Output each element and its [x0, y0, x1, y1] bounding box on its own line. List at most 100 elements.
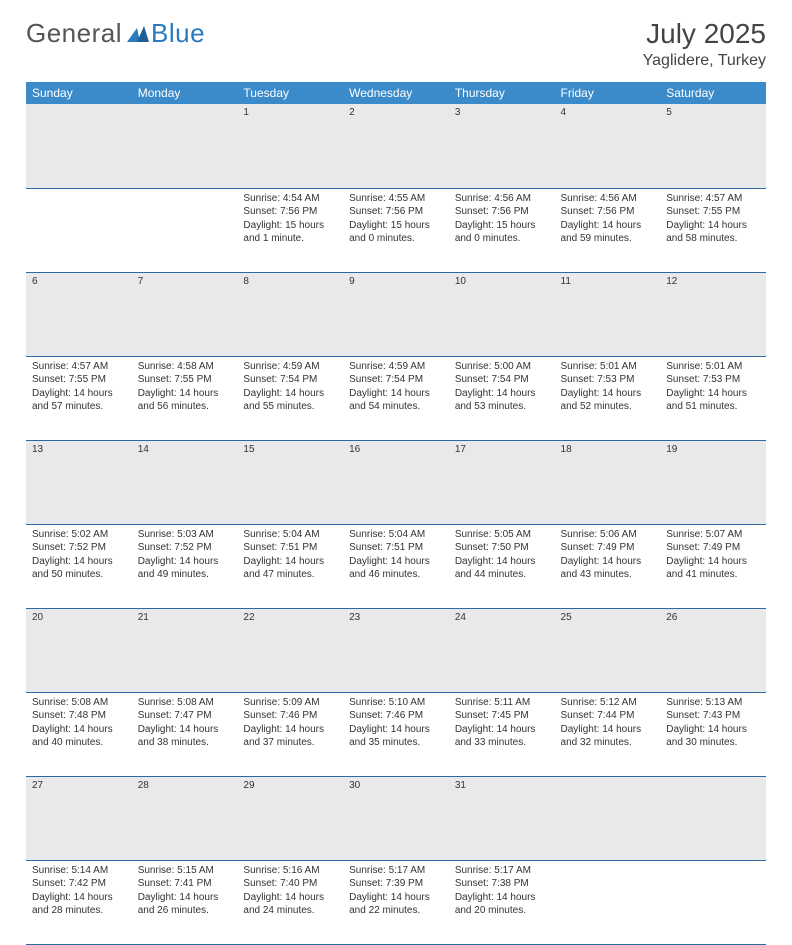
- day-number-cell: 9: [343, 272, 449, 356]
- day-cell-content: Sunrise: 5:17 AMSunset: 7:39 PMDaylight:…: [343, 861, 449, 924]
- day-number-cell: 13: [26, 440, 132, 524]
- day-number-cell: 6: [26, 272, 132, 356]
- day-number-cell: 17: [449, 440, 555, 524]
- day-number-cell: 8: [237, 272, 343, 356]
- weekday-header: Monday: [132, 82, 238, 104]
- day-cell: Sunrise: 5:01 AMSunset: 7:53 PMDaylight:…: [660, 356, 766, 440]
- day-number-cell: 21: [132, 608, 238, 692]
- weekday-header: Tuesday: [237, 82, 343, 104]
- day-body-row: Sunrise: 5:08 AMSunset: 7:48 PMDaylight:…: [26, 692, 766, 776]
- day-number-cell: 16: [343, 440, 449, 524]
- day-cell: Sunrise: 5:04 AMSunset: 7:51 PMDaylight:…: [343, 524, 449, 608]
- day-number-cell: 10: [449, 272, 555, 356]
- day-cell-content: Sunrise: 5:08 AMSunset: 7:47 PMDaylight:…: [132, 693, 238, 756]
- day-body-row: Sunrise: 4:54 AMSunset: 7:56 PMDaylight:…: [26, 188, 766, 272]
- day-number-cell: 15: [237, 440, 343, 524]
- day-cell-content: Sunrise: 5:00 AMSunset: 7:54 PMDaylight:…: [449, 357, 555, 420]
- day-cell: Sunrise: 5:08 AMSunset: 7:47 PMDaylight:…: [132, 692, 238, 776]
- day-number-cell: [555, 776, 661, 860]
- day-cell-content: Sunrise: 5:11 AMSunset: 7:45 PMDaylight:…: [449, 693, 555, 756]
- brand-triangle-icon: [127, 26, 149, 47]
- day-cell: [555, 860, 661, 944]
- day-cell-content: Sunrise: 4:59 AMSunset: 7:54 PMDaylight:…: [237, 357, 343, 420]
- day-number-cell: [26, 104, 132, 188]
- day-cell: Sunrise: 5:01 AMSunset: 7:53 PMDaylight:…: [555, 356, 661, 440]
- day-cell-content: Sunrise: 5:08 AMSunset: 7:48 PMDaylight:…: [26, 693, 132, 756]
- day-cell-content: Sunrise: 5:10 AMSunset: 7:46 PMDaylight:…: [343, 693, 449, 756]
- day-cell: Sunrise: 5:17 AMSunset: 7:39 PMDaylight:…: [343, 860, 449, 944]
- day-cell-content: Sunrise: 5:16 AMSunset: 7:40 PMDaylight:…: [237, 861, 343, 924]
- day-cell: Sunrise: 4:54 AMSunset: 7:56 PMDaylight:…: [237, 188, 343, 272]
- day-number-cell: 19: [660, 440, 766, 524]
- day-cell: [26, 188, 132, 272]
- day-cell-content: Sunrise: 5:07 AMSunset: 7:49 PMDaylight:…: [660, 525, 766, 588]
- brand-text-blue: Blue: [151, 18, 205, 49]
- day-cell: Sunrise: 4:57 AMSunset: 7:55 PMDaylight:…: [26, 356, 132, 440]
- day-cell: Sunrise: 5:03 AMSunset: 7:52 PMDaylight:…: [132, 524, 238, 608]
- day-cell-content: Sunrise: 5:13 AMSunset: 7:43 PMDaylight:…: [660, 693, 766, 756]
- day-number-cell: [132, 104, 238, 188]
- day-cell: Sunrise: 5:02 AMSunset: 7:52 PMDaylight:…: [26, 524, 132, 608]
- weekday-header: Sunday: [26, 82, 132, 104]
- day-number-cell: 26: [660, 608, 766, 692]
- day-cell: Sunrise: 5:00 AMSunset: 7:54 PMDaylight:…: [449, 356, 555, 440]
- day-cell-content: Sunrise: 5:09 AMSunset: 7:46 PMDaylight:…: [237, 693, 343, 756]
- day-cell: Sunrise: 5:14 AMSunset: 7:42 PMDaylight:…: [26, 860, 132, 944]
- day-number-cell: 14: [132, 440, 238, 524]
- brand-text-general: General: [26, 18, 122, 49]
- day-number-cell: 2: [343, 104, 449, 188]
- day-number-row: 12345: [26, 104, 766, 188]
- day-cell: Sunrise: 4:59 AMSunset: 7:54 PMDaylight:…: [343, 356, 449, 440]
- weekday-header: Wednesday: [343, 82, 449, 104]
- day-cell-content: Sunrise: 5:06 AMSunset: 7:49 PMDaylight:…: [555, 525, 661, 588]
- day-cell: Sunrise: 5:07 AMSunset: 7:49 PMDaylight:…: [660, 524, 766, 608]
- day-cell-content: Sunrise: 5:04 AMSunset: 7:51 PMDaylight:…: [237, 525, 343, 588]
- day-cell: Sunrise: 4:56 AMSunset: 7:56 PMDaylight:…: [449, 188, 555, 272]
- day-cell-content: Sunrise: 5:15 AMSunset: 7:41 PMDaylight:…: [132, 861, 238, 924]
- day-cell-content: Sunrise: 4:54 AMSunset: 7:56 PMDaylight:…: [237, 189, 343, 252]
- day-cell-content: Sunrise: 4:56 AMSunset: 7:56 PMDaylight:…: [555, 189, 661, 252]
- day-body-row: Sunrise: 5:02 AMSunset: 7:52 PMDaylight:…: [26, 524, 766, 608]
- day-cell: Sunrise: 5:15 AMSunset: 7:41 PMDaylight:…: [132, 860, 238, 944]
- day-number-cell: 3: [449, 104, 555, 188]
- day-cell-content: Sunrise: 5:17 AMSunset: 7:38 PMDaylight:…: [449, 861, 555, 924]
- day-number-cell: 28: [132, 776, 238, 860]
- day-cell: Sunrise: 5:04 AMSunset: 7:51 PMDaylight:…: [237, 524, 343, 608]
- day-body-row: Sunrise: 4:57 AMSunset: 7:55 PMDaylight:…: [26, 356, 766, 440]
- day-number-cell: 29: [237, 776, 343, 860]
- page-header: General Blue July 2025 Yaglidere, Turkey: [26, 18, 766, 70]
- day-cell: Sunrise: 5:10 AMSunset: 7:46 PMDaylight:…: [343, 692, 449, 776]
- day-cell: Sunrise: 4:59 AMSunset: 7:54 PMDaylight:…: [237, 356, 343, 440]
- day-number-cell: 27: [26, 776, 132, 860]
- day-number-cell: 24: [449, 608, 555, 692]
- day-cell: Sunrise: 5:13 AMSunset: 7:43 PMDaylight:…: [660, 692, 766, 776]
- day-cell: [660, 860, 766, 944]
- day-cell-content: Sunrise: 4:55 AMSunset: 7:56 PMDaylight:…: [343, 189, 449, 252]
- calendar-body: 12345Sunrise: 4:54 AMSunset: 7:56 PMDayl…: [26, 104, 766, 944]
- day-cell: Sunrise: 4:55 AMSunset: 7:56 PMDaylight:…: [343, 188, 449, 272]
- day-cell-content: Sunrise: 5:14 AMSunset: 7:42 PMDaylight:…: [26, 861, 132, 924]
- day-cell: Sunrise: 5:11 AMSunset: 7:45 PMDaylight:…: [449, 692, 555, 776]
- day-number-cell: 31: [449, 776, 555, 860]
- title-block: July 2025 Yaglidere, Turkey: [643, 18, 766, 70]
- month-title: July 2025: [643, 18, 766, 50]
- weekday-header: Thursday: [449, 82, 555, 104]
- day-cell-content: Sunrise: 5:05 AMSunset: 7:50 PMDaylight:…: [449, 525, 555, 588]
- day-number-cell: [660, 776, 766, 860]
- day-number-cell: 4: [555, 104, 661, 188]
- day-cell: Sunrise: 5:08 AMSunset: 7:48 PMDaylight:…: [26, 692, 132, 776]
- weekday-header: Saturday: [660, 82, 766, 104]
- day-number-row: 20212223242526: [26, 608, 766, 692]
- day-cell-content: Sunrise: 5:01 AMSunset: 7:53 PMDaylight:…: [660, 357, 766, 420]
- brand-logo: General Blue: [26, 18, 205, 49]
- day-number-row: 6789101112: [26, 272, 766, 356]
- day-number-cell: 30: [343, 776, 449, 860]
- day-number-cell: 5: [660, 104, 766, 188]
- day-cell-content: Sunrise: 5:02 AMSunset: 7:52 PMDaylight:…: [26, 525, 132, 588]
- day-cell: Sunrise: 4:58 AMSunset: 7:55 PMDaylight:…: [132, 356, 238, 440]
- day-cell: Sunrise: 5:12 AMSunset: 7:44 PMDaylight:…: [555, 692, 661, 776]
- day-number-cell: 18: [555, 440, 661, 524]
- day-cell-content: Sunrise: 4:59 AMSunset: 7:54 PMDaylight:…: [343, 357, 449, 420]
- day-number-cell: 25: [555, 608, 661, 692]
- day-cell: Sunrise: 5:17 AMSunset: 7:38 PMDaylight:…: [449, 860, 555, 944]
